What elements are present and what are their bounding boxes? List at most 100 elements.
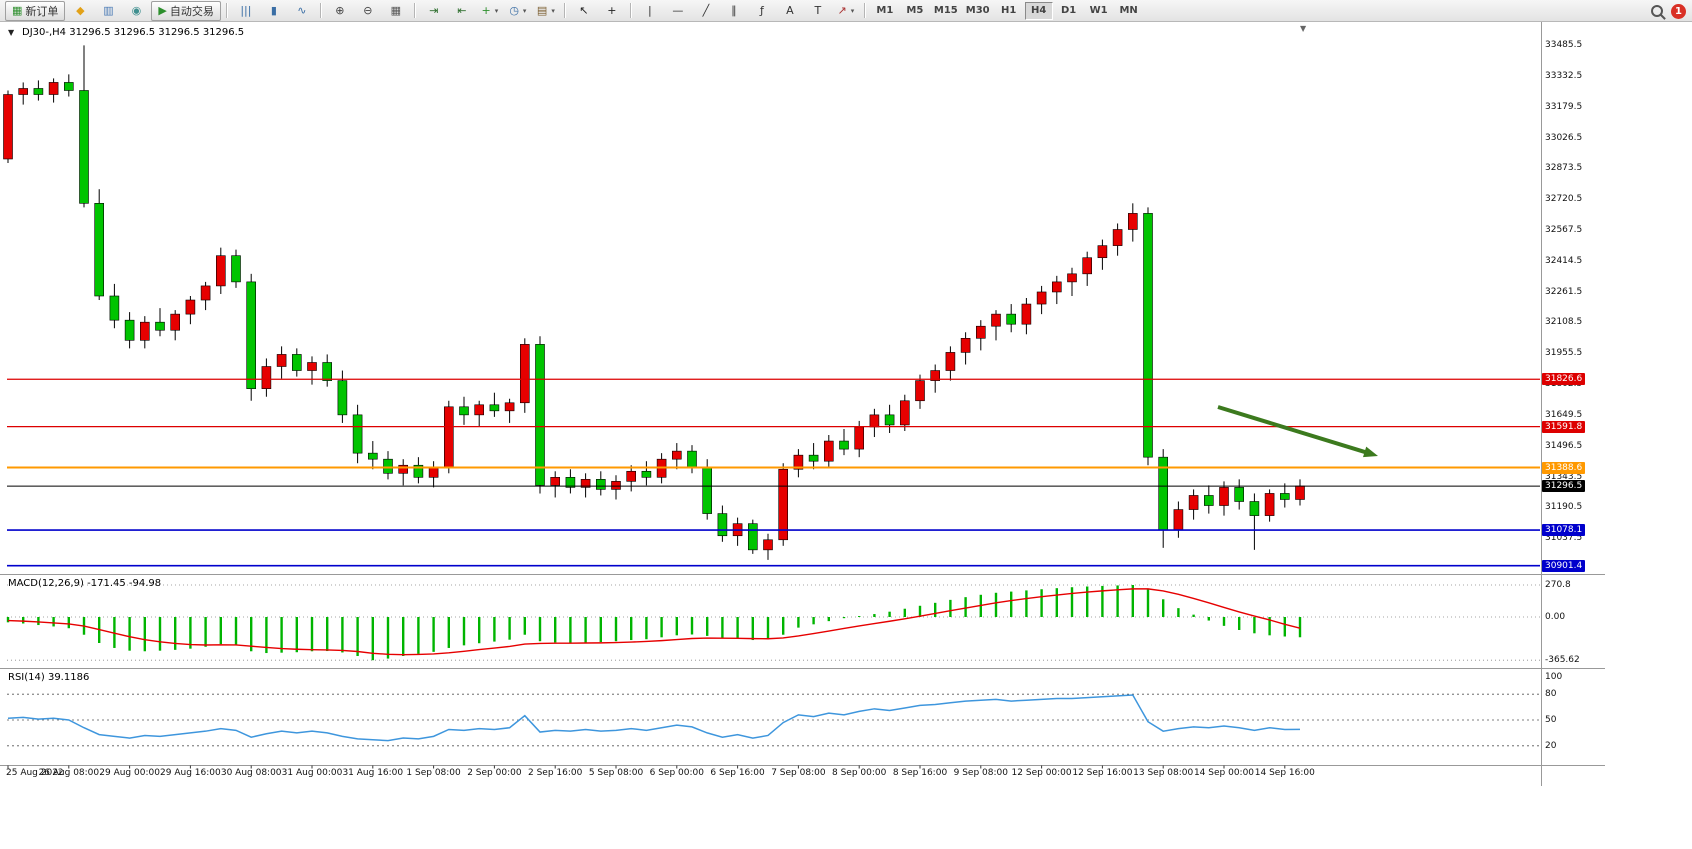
channel-button[interactable]: ∥ [721, 1, 747, 21]
autotrading-button[interactable]: ▶ 自动交易 [151, 0, 221, 21]
text-button[interactable]: A [777, 1, 803, 21]
metaeditor-button[interactable]: ◆ [67, 1, 93, 21]
candle [94, 203, 104, 297]
fibonacci-button[interactable]: ƒ [749, 1, 775, 21]
terminal-button[interactable]: ▥ [95, 1, 121, 21]
price-line-badge: 31591.8 [1542, 420, 1586, 433]
macd-panel [6, 584, 1540, 661]
price-axis-label: 31496.5 [1545, 440, 1583, 451]
market-icon: ◉ [131, 4, 142, 17]
timeframe-m15-button[interactable]: M15 [933, 4, 958, 16]
new-order-icon: ▦ [12, 4, 23, 17]
trendline-button[interactable]: ╱ [693, 1, 719, 21]
macd-label: MACD(12,26,9) -171.45 -94.98 [8, 578, 162, 589]
search-icon[interactable] [1651, 5, 1663, 17]
time-axis-label: 2 Sep 00:00 [467, 768, 522, 778]
candle [459, 406, 469, 416]
new-order-button[interactable]: ▦ 新订单 [5, 0, 66, 21]
time-axis-label: 8 Sep 16:00 [892, 768, 948, 778]
candle [1021, 303, 1032, 325]
tile-windows-button[interactable]: ▦ [383, 1, 409, 21]
price-line-badge: 30901.4 [1542, 559, 1586, 572]
text-label-button[interactable]: T [805, 1, 831, 21]
timeframe-h4-button[interactable]: H4 [1024, 1, 1053, 20]
arrows-icon: ↗ [837, 4, 847, 17]
time-axis-label: 14 Sep 00:00 [1193, 768, 1255, 778]
candle [945, 352, 956, 371]
auto-scroll-button[interactable]: ⇥ [421, 1, 447, 21]
bar-chart-button[interactable]: ||| [233, 1, 259, 21]
candle [367, 452, 378, 460]
candle [489, 404, 500, 412]
templates-button[interactable]: ▤ ▾ [533, 1, 559, 21]
zoom-out-icon: ⊖ [363, 4, 373, 17]
time-axis[interactable]: 25 Aug 2022 26 Aug 08:00 29 Aug 00:00 29 Au… [0, 766, 1610, 784]
price-axis-label: 31955.5 [1545, 348, 1583, 359]
crosshair-button[interactable]: + [599, 1, 625, 21]
new-chart-button[interactable]: + ▾ [477, 1, 503, 21]
candle [641, 470, 652, 478]
price-axis-label: 31649.5 [1545, 409, 1583, 420]
chart-shift-button[interactable]: ⇤ [449, 1, 475, 21]
dropdown-caret-icon: ▾ [850, 6, 855, 15]
horizontal-line-button[interactable]: — [665, 1, 691, 21]
candle [535, 344, 545, 486]
candlestick-button[interactable]: ▮ [261, 1, 287, 21]
price-axis-label: 32873.5 [1545, 163, 1583, 174]
notification-badge[interactable]: 1 [1671, 3, 1686, 19]
time-axis-label: 9 Sep 08:00 [953, 768, 1008, 778]
candle [1204, 495, 1214, 506]
price-axis-label: 32261.5 [1545, 286, 1583, 297]
price-axis[interactable]: 33485.5 33332.5 33179.5 33026.5 32873.5 32720… [1541, 22, 1611, 766]
autotrading-icon: ▶ [158, 4, 167, 17]
candle [975, 325, 986, 339]
timeframe-d1-button[interactable]: D1 [1060, 4, 1077, 16]
timeframe-m1-button[interactable]: M1 [876, 4, 894, 16]
periods-button[interactable]: ◷ ▾ [505, 1, 531, 21]
arrows-button[interactable]: ↗ ▾ [833, 1, 859, 21]
price-axis-label: 31037.5 [1545, 533, 1583, 544]
bar-chart-icon: ||| [240, 4, 252, 17]
candle [1143, 213, 1153, 458]
trend-arrow-annotation[interactable] [1217, 405, 1378, 458]
candle [1188, 495, 1199, 510]
rsi-panel [7, 693, 1540, 747]
crosshair-icon: + [607, 4, 617, 17]
candle [869, 414, 880, 428]
candle [611, 481, 621, 490]
timeframe-m5-button[interactable]: M5 [906, 4, 924, 16]
chart-shift-marker-icon[interactable]: ▼ [1300, 24, 1307, 33]
timeframe-m30-button[interactable]: M30 [965, 4, 990, 16]
text-icon: A [786, 4, 794, 17]
zoom-in-button[interactable]: ⊕ [327, 1, 353, 21]
time-axis-label: 8 Sep 00:00 [832, 768, 887, 778]
candle [216, 255, 226, 287]
candle [1264, 493, 1275, 516]
timeframe-mn-button[interactable]: MN [1119, 4, 1138, 16]
price-axis-label: 32414.5 [1545, 255, 1583, 266]
chart-title: DJ30-,H4 31296.5 31296.5 31296.5 31296.5 [22, 27, 245, 38]
market-button[interactable]: ◉ [123, 1, 149, 21]
timeframe-h1-button[interactable]: H1 [1000, 4, 1017, 16]
time-axis-label: 13 Sep 08:00 [1133, 768, 1194, 778]
timeframe-w1-button[interactable]: W1 [1089, 4, 1108, 16]
rsi-axis-label: 20 [1545, 740, 1557, 751]
candle [1234, 487, 1244, 502]
zoom-out-button[interactable]: ⊖ [355, 1, 381, 21]
vertical-line-button[interactable]: | [637, 1, 663, 21]
time-axis-label: 29 Aug 16:00 [160, 768, 221, 778]
candle [671, 450, 682, 460]
time-axis-label: 14 Sep 16:00 [1254, 768, 1315, 778]
candle [443, 406, 454, 468]
time-axis-label: 1 Sep 08:00 [406, 768, 461, 778]
time-axis-label: 26 Aug 08:00 [38, 768, 100, 778]
macd-axis-label: -365.62 [1545, 655, 1580, 666]
macd-axis-label: 0.00 [1545, 612, 1566, 622]
cursor-button[interactable]: ↖ [571, 1, 597, 21]
line-chart-button[interactable]: ∿ [289, 1, 315, 21]
candle [109, 295, 120, 321]
one-click-trading-caret-icon[interactable]: ▼ [8, 28, 15, 37]
candle [185, 299, 196, 315]
text-label-icon: T [814, 4, 822, 17]
